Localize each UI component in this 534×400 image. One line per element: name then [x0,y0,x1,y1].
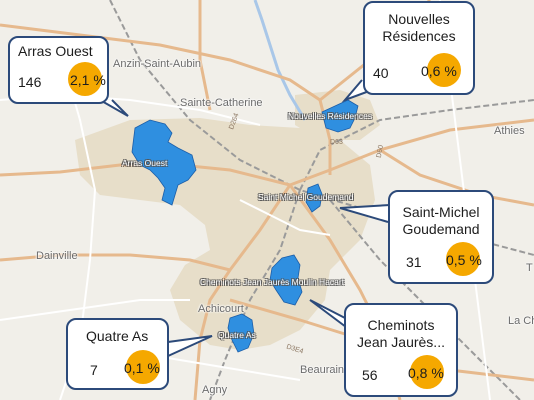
callout-quatre-as[interactable]: Quatre As 7 0,1 % [66,318,169,390]
callout-title: Cheminots Jean Jaurès... [346,317,456,351]
callout-percent: 0,1 % [124,360,160,376]
pie-chart-icon [446,242,480,276]
callout-percent: 2,1 % [70,72,106,88]
quartier-saint-michel-shape[interactable] [305,183,323,213]
place-dainville: Dainville [36,250,78,262]
quartier-label-arras-ouest: Arras Ouest [122,158,168,168]
callout-tail-quatre-as [167,335,213,357]
road-label-d63: D63 [330,139,343,146]
quartier-label-quatre-as: Quatre As [218,330,256,340]
callout-count: 7 [90,362,98,378]
callout-count: 40 [373,65,389,81]
pie-chart-icon [68,62,102,96]
callout-saint-michel[interactable]: Saint-Michel Goudemand 31 0,5 % [388,190,494,284]
callout-tail-saint-michel [339,204,391,223]
callout-title: Saint-Michel Goudemand [390,204,492,238]
callout-title-line2: Goudemand [402,221,480,237]
place-sainte-catherine: Sainte-Catherine [180,97,263,109]
callout-tail-arras-ouest [99,99,129,117]
callout-title: Arras Ouest [18,43,93,59]
callout-cheminots[interactable]: Cheminots Jean Jaurès... 56 0,8 % [344,303,458,397]
callout-percent: 0,8 % [408,365,444,381]
callout-count: 31 [406,254,422,270]
place-athies: Athies [494,125,525,137]
callout-title-line2: Jean Jaurès... [357,334,445,350]
callout-count: 56 [362,367,378,383]
quartier-cheminots-shape[interactable] [269,254,303,306]
place-agny: Agny [202,384,228,396]
callout-arras-ouest[interactable]: Arras Ouest 146 2,1 % [8,36,109,104]
callout-title: Quatre As [86,328,149,344]
quartier-quatre-as-shape[interactable] [227,313,255,353]
pie-chart-icon [410,355,444,389]
pie-chart-icon [427,53,461,87]
pie-chart-icon [126,350,160,384]
callout-title-line1: Saint-Michel [402,204,480,220]
callout-count: 146 [18,74,42,90]
callout-title-line1: Nouvelles [388,11,450,27]
place-anzin-saint-aubin: Anzin-Saint-Aubin [113,58,202,70]
quartier-label-nouvelles-residences: Nouvelles Résidences [288,111,373,121]
river [253,0,307,121]
place-achicourt: Achicourt [198,303,244,315]
quartier-label-cheminots: Cheminots Jean Jaurès Moulin Hacart [200,277,345,287]
callout-title-line1: Cheminots [367,317,435,333]
callout-percent: 0,6 % [421,63,457,79]
quartier-label-saint-michel: Saint Michel Goudemand [258,192,354,202]
quartier-arras-ouest-shape[interactable] [131,119,197,206]
place-beaurains: Beaurains [300,364,350,376]
callout-tail-cheminots [309,299,351,331]
callout-percent: 0,5 % [446,252,482,268]
callout-nouvelles-residences[interactable]: Nouvelles Résidences 40 0,6 % [363,1,475,95]
place-la-cha: La Cha [508,315,534,327]
callout-title-line2: Résidences [382,28,456,44]
callout-title: Nouvelles Résidences [365,11,473,45]
quartier-nouvelles-residences-shape[interactable] [321,99,359,133]
place-tilloy: T [526,262,533,274]
